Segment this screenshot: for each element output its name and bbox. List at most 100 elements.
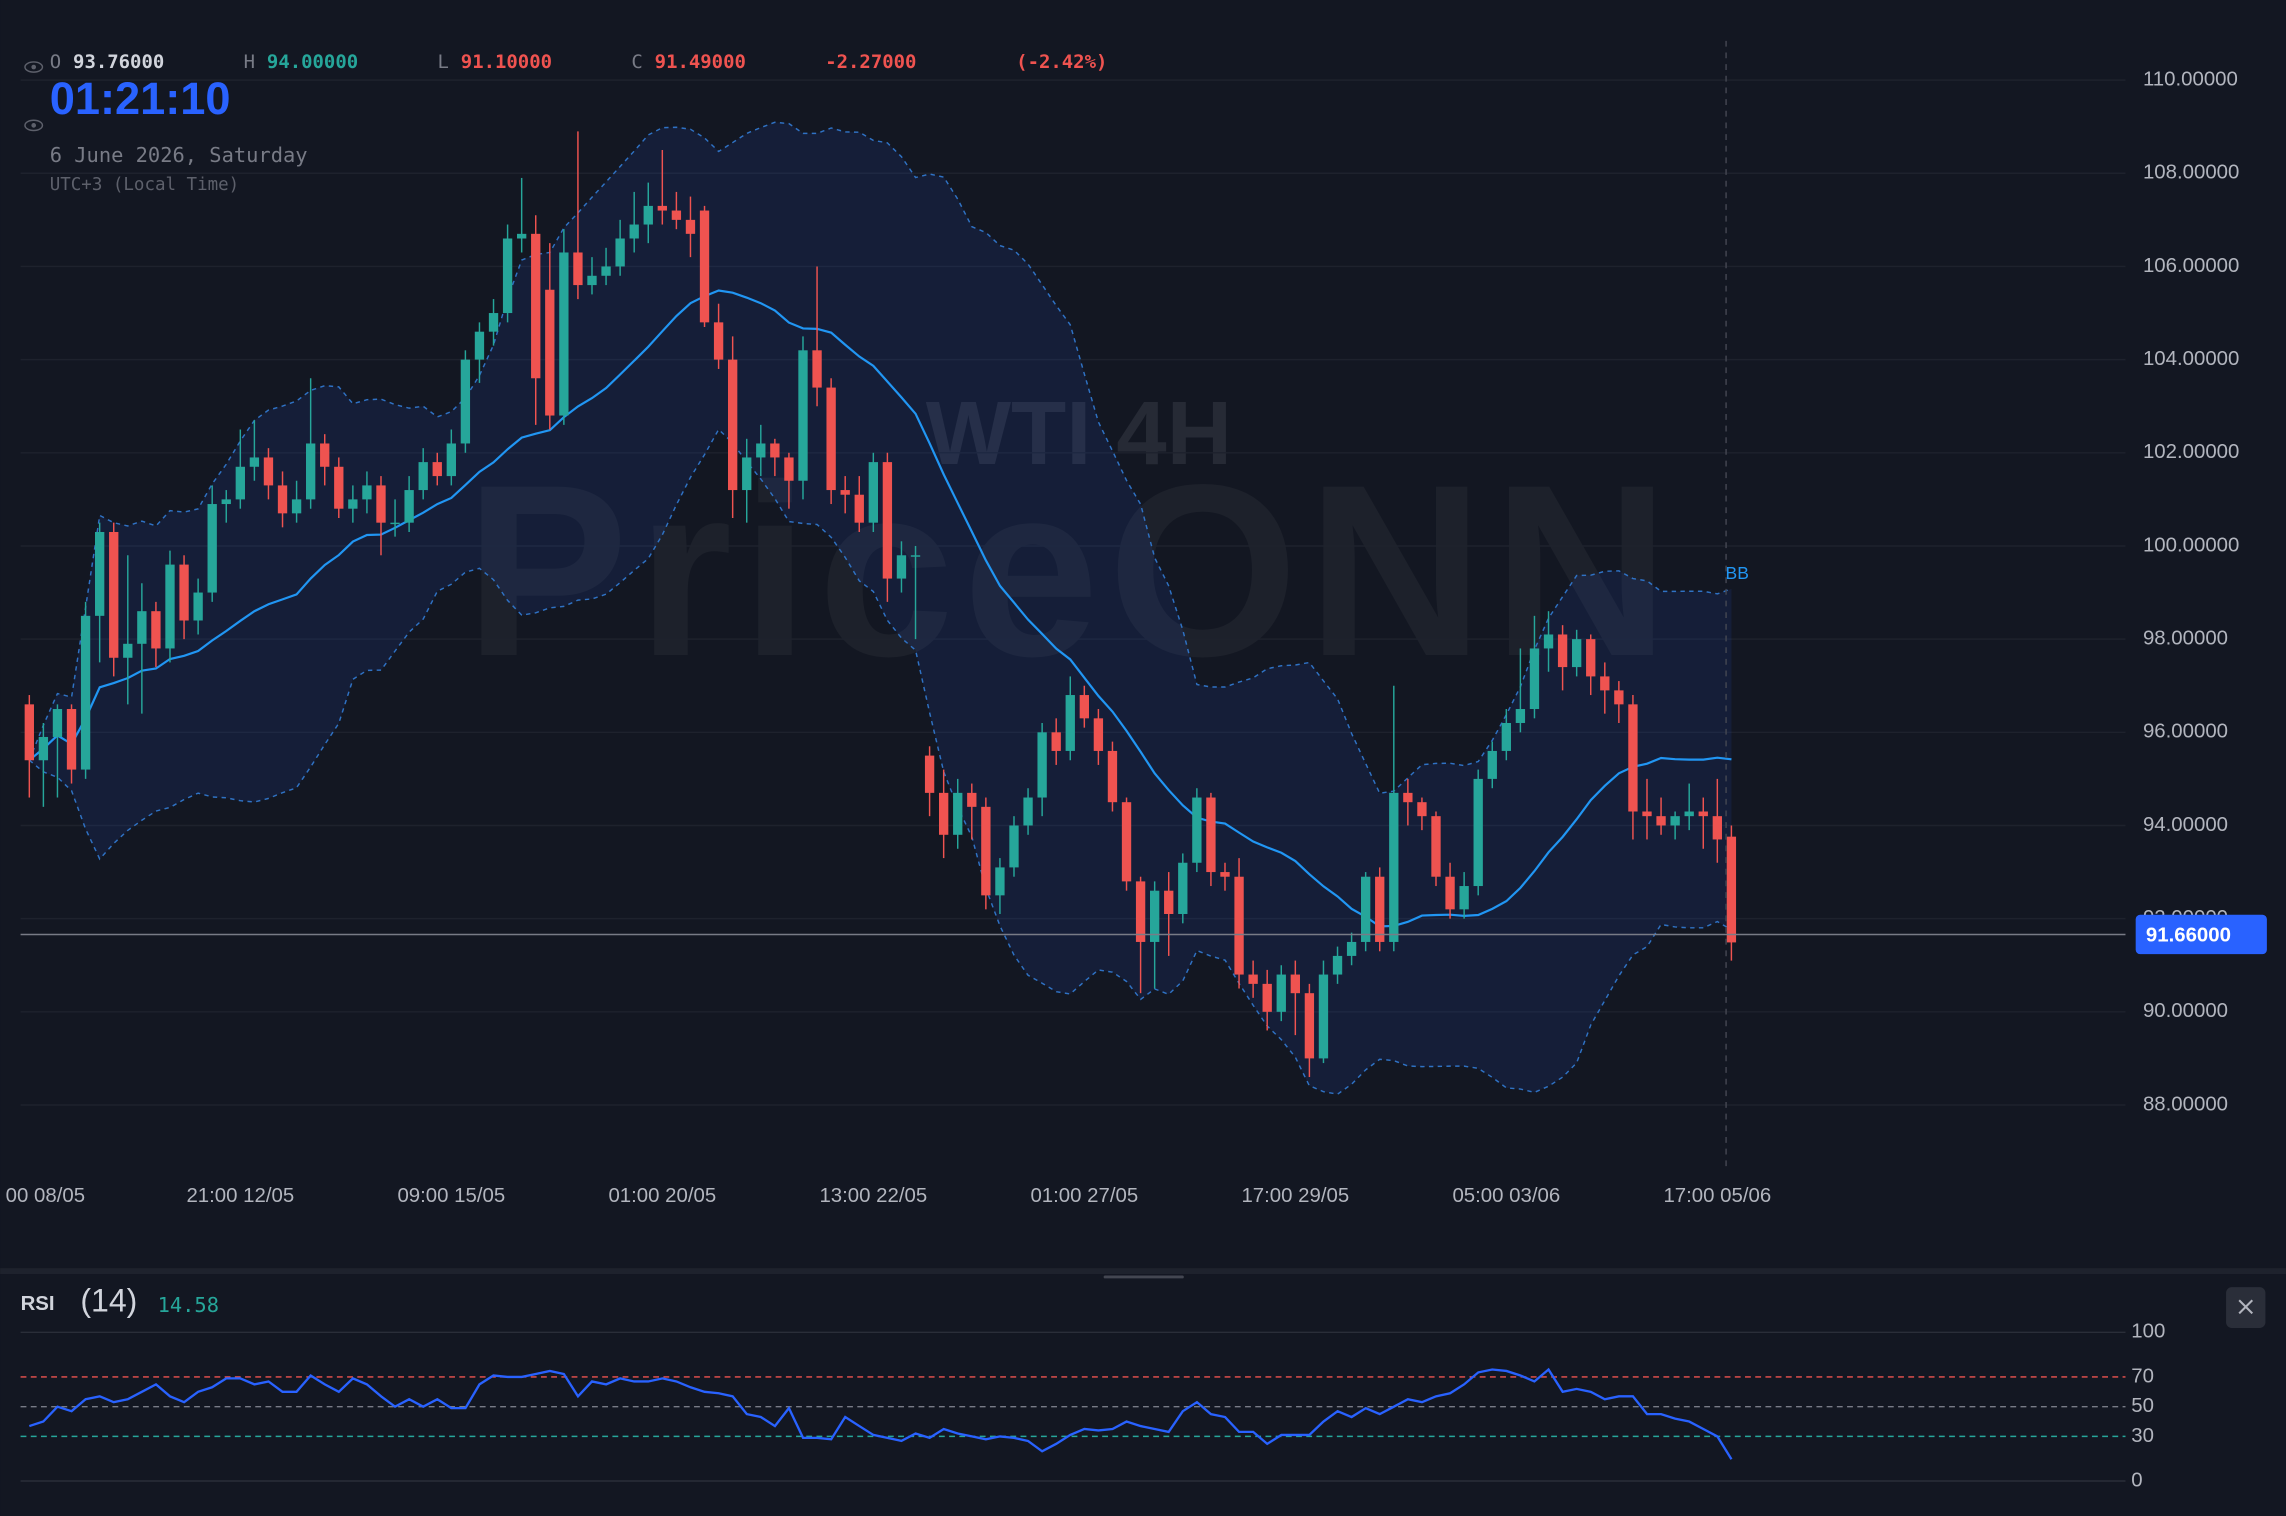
axes: 88.0000090.0000092.0000094.0000096.00000… (6, 69, 2267, 1207)
y-tick-label: 94.00000 (2143, 814, 2228, 836)
candle-body (1586, 639, 1596, 677)
candle-body (80, 615, 91, 770)
candle-body (545, 289, 555, 416)
candle-body (52, 709, 63, 737)
candle-body (432, 462, 442, 477)
candle-body (756, 443, 766, 458)
candle-body (263, 457, 274, 486)
candle-body (1642, 811, 1652, 817)
bb-fill (29, 122, 1732, 1095)
candle-body (601, 266, 611, 276)
bb-middle (28, 289, 1732, 928)
candle-body (235, 466, 245, 500)
candle-body (587, 275, 597, 286)
candle-body (1079, 695, 1089, 719)
candle-body (1571, 639, 1582, 668)
candle-body (1346, 941, 1357, 956)
candle-body (1121, 802, 1132, 882)
candle-body (1473, 778, 1483, 887)
candle-body (474, 331, 485, 360)
candle-body (1248, 974, 1258, 984)
candle-body (1304, 993, 1315, 1059)
y-tick-label: 106.00000 (2143, 255, 2239, 277)
candle-body (770, 443, 780, 458)
candle-body (502, 238, 513, 314)
candle-body (1726, 836, 1737, 943)
candle-body (896, 555, 907, 579)
candle-body (1656, 816, 1666, 826)
candle-body (1262, 983, 1272, 1012)
candle-body (629, 224, 639, 239)
watermark: WTI 4H PriceONN (465, 383, 1669, 707)
candle-body (460, 359, 471, 444)
candle-body (207, 504, 217, 593)
eye-pupil (31, 64, 37, 70)
rsi-pane: RSI (14) 14.58 0 30 50 70 100 (20, 1283, 2165, 1491)
candle-body (685, 219, 696, 234)
candles (24, 131, 1737, 1078)
candle-body (967, 792, 977, 807)
candle-body (812, 350, 822, 388)
x-tick-label: 21:00 12/05 (186, 1185, 294, 1207)
close-button[interactable] (2226, 1287, 2266, 1328)
candle-body (953, 792, 963, 835)
candle-body (1698, 811, 1708, 817)
candle-body (38, 736, 49, 761)
candle-body (784, 457, 794, 481)
candle-body (1417, 802, 1427, 817)
ohlc-key: O (50, 51, 61, 73)
eye-pupil (31, 123, 37, 128)
candle-body (1051, 732, 1061, 751)
candle-body (1164, 890, 1174, 914)
candle-body (334, 466, 344, 509)
candle-body (531, 233, 541, 379)
candle-body (938, 792, 949, 835)
candle-body (320, 443, 330, 467)
ohlc-key: L (437, 51, 448, 73)
candle-body (446, 443, 456, 477)
candle-body (1206, 797, 1216, 873)
candle-body (1515, 709, 1526, 723)
divider-handle[interactable] (1103, 1275, 1184, 1279)
candle-body (362, 485, 372, 500)
candle-body (66, 709, 77, 770)
candle-body (94, 531, 105, 616)
ohlc-value: 94.00000 (267, 51, 358, 73)
pane-divider[interactable] (0, 1268, 2286, 1275)
candle-body (1403, 792, 1413, 803)
candle-body (910, 555, 921, 557)
candle-body (390, 522, 400, 525)
candle-body (1318, 974, 1329, 1059)
candle-body (573, 252, 583, 286)
candle-body (165, 564, 175, 649)
candle-body (1178, 862, 1188, 914)
candle-body (305, 443, 316, 500)
ohlc-value: 93.76000 (73, 51, 164, 73)
candle-body (1375, 876, 1385, 942)
candle-body (643, 205, 653, 225)
candle-body (559, 252, 569, 416)
eye-outline (24, 119, 44, 132)
y-tick-label: 100.00000 (2143, 534, 2239, 556)
eye-icon[interactable] (24, 119, 44, 132)
y-tick-label: 110.00000 (2143, 69, 2238, 91)
rsi-tick-label: 100 (2131, 1321, 2165, 1343)
x-tick-label: 09:00 15/05 (397, 1185, 505, 1207)
eye-icon[interactable] (24, 61, 44, 73)
candle-body (137, 611, 147, 644)
clock: 01:21:10 (50, 73, 231, 124)
candle-body (1037, 732, 1047, 798)
y-tick-label: 96.00000 (2143, 721, 2228, 743)
x-tick-label: 17:00 05/06 (1663, 1185, 1771, 1207)
candle-body (376, 485, 386, 523)
x-tick-label: 01:00 20/05 (608, 1185, 716, 1207)
watermark-symbol: WTI 4H (926, 383, 1232, 484)
candle-body (713, 322, 724, 360)
candle-body (1009, 825, 1019, 868)
y-tick-label: 104.00000 (2143, 348, 2239, 370)
candle-body (854, 494, 864, 523)
y-tick-label: 88.00000 (2143, 1093, 2228, 1115)
